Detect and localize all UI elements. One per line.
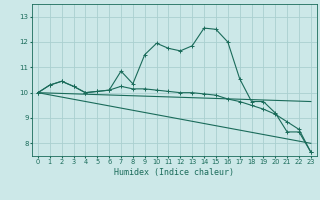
X-axis label: Humidex (Indice chaleur): Humidex (Indice chaleur)	[115, 168, 234, 177]
